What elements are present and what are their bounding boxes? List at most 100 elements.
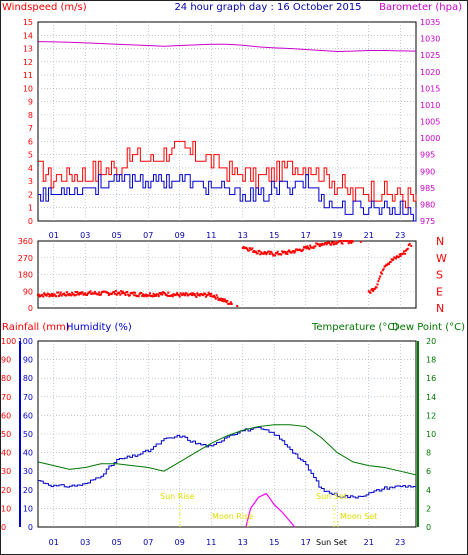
direction-point	[78, 293, 81, 296]
windspeed-tick-label: 9	[28, 98, 33, 107]
humidity-tick-label: 0	[28, 523, 33, 532]
windspeed-title: Windspeed (m/s)	[2, 2, 87, 13]
direction-point	[299, 249, 302, 252]
humidity-tick-label: 20	[23, 486, 33, 495]
direction-point	[380, 271, 382, 274]
direction-point	[181, 294, 184, 297]
direction-point	[161, 293, 164, 296]
direction-point	[119, 293, 122, 296]
direction-point	[121, 290, 124, 293]
humidity-tick-label: 90	[23, 356, 33, 365]
wind-x-axis: 01 03 05 07 09 11 13 15 17 19 21 23	[49, 231, 406, 240]
direction-point	[339, 240, 342, 242]
humidity-line	[38, 426, 417, 499]
humidity-x-tick-label: 23	[395, 538, 405, 547]
windspeed-tick-label: 13	[23, 45, 33, 54]
direction-point	[286, 252, 289, 255]
wind-plot-area	[37, 21, 417, 222]
direction-point	[194, 294, 197, 297]
windspeed-tick-label: 6	[28, 137, 33, 146]
direction-point	[323, 243, 326, 246]
direction-point	[198, 293, 200, 296]
direction-point	[373, 287, 376, 290]
direction-point	[210, 292, 213, 295]
direction-point	[138, 293, 141, 296]
direction-point	[126, 290, 129, 293]
direction-point	[120, 290, 123, 293]
direction-point	[399, 254, 402, 257]
humidity-tick-label: 40	[23, 449, 33, 458]
direction-point	[242, 245, 245, 248]
direction-point	[111, 292, 114, 295]
direction-point	[371, 287, 374, 290]
compass-label: E	[436, 285, 443, 298]
temperature-tick-label: 6	[426, 467, 431, 476]
barometer-tick-label: 1010	[420, 101, 440, 110]
direction-point	[264, 252, 267, 255]
humidity-x-tick-label: 05	[112, 538, 122, 547]
direction-point	[280, 253, 283, 256]
temperature-tick-label: 8	[426, 449, 431, 458]
direction-point	[309, 244, 312, 247]
direction-point	[389, 260, 392, 263]
direction-point	[368, 290, 371, 293]
direction-point	[79, 292, 82, 295]
direction-point	[330, 243, 333, 246]
direction-point	[332, 243, 335, 246]
direction-point	[86, 294, 88, 297]
direction-point	[258, 249, 261, 252]
wind-average-line	[38, 174, 417, 222]
direction-point	[324, 241, 327, 244]
direction-point	[359, 240, 362, 243]
direction-tick-label: 180	[18, 271, 33, 280]
direction-point	[287, 250, 290, 253]
direction-point	[312, 246, 315, 249]
temperature-axis: 0 2 4 6 8 10 12 14 16 18 20	[417, 337, 436, 532]
direction-point	[165, 293, 168, 296]
rainfall-tick-label: 50	[1, 430, 11, 439]
direction-point	[403, 250, 406, 253]
direction-point	[57, 291, 60, 294]
direction-point	[209, 295, 212, 298]
direction-point	[132, 291, 135, 294]
direction-point	[254, 250, 257, 253]
direction-point	[262, 252, 265, 255]
direction-point	[270, 251, 273, 254]
humidity-x-axis: 01 03 05 07 09 11 13 15 17 21 23	[49, 538, 406, 547]
humidity-x-tick-label: 01	[49, 538, 59, 547]
direction-point	[100, 293, 102, 296]
direction-point	[71, 291, 74, 294]
barometer-axis: 975 980 985 990 995 1000 1005 1010 1015 1020 1025 1…	[420, 18, 440, 226]
direction-point	[228, 302, 231, 305]
direction-point	[81, 291, 84, 294]
direction-point	[346, 240, 349, 242]
humidity-grid	[38, 341, 416, 527]
direction-point	[260, 251, 263, 254]
direction-point	[229, 301, 232, 304]
wind-x-tick-label: 05	[112, 231, 122, 240]
direction-point	[226, 299, 229, 302]
windspeed-tick-label: 7	[28, 124, 33, 133]
humidity-x-tick-label: 11	[206, 538, 216, 547]
direction-point	[144, 293, 147, 296]
wind-x-tick-label: 07	[143, 231, 153, 240]
barometer-tick-label: 990	[420, 167, 435, 176]
direction-point	[84, 292, 87, 295]
barometer-tick-label: 985	[420, 184, 435, 193]
direction-point	[65, 291, 68, 294]
direction-point	[72, 293, 75, 296]
direction-point	[58, 293, 61, 296]
direction-point	[386, 264, 389, 267]
direction-point	[196, 292, 199, 295]
direction-point	[215, 294, 218, 297]
windspeed-tick-label: 11	[23, 71, 33, 80]
humidity-tick-label: 60	[23, 411, 33, 420]
direction-point	[59, 291, 62, 294]
windspeed-tick-label: 0	[28, 217, 33, 226]
direction-point	[251, 247, 254, 250]
direction-point	[230, 302, 233, 305]
compass-label: N	[436, 235, 444, 248]
direction-point	[398, 253, 401, 256]
wind-gust-line	[38, 140, 417, 209]
